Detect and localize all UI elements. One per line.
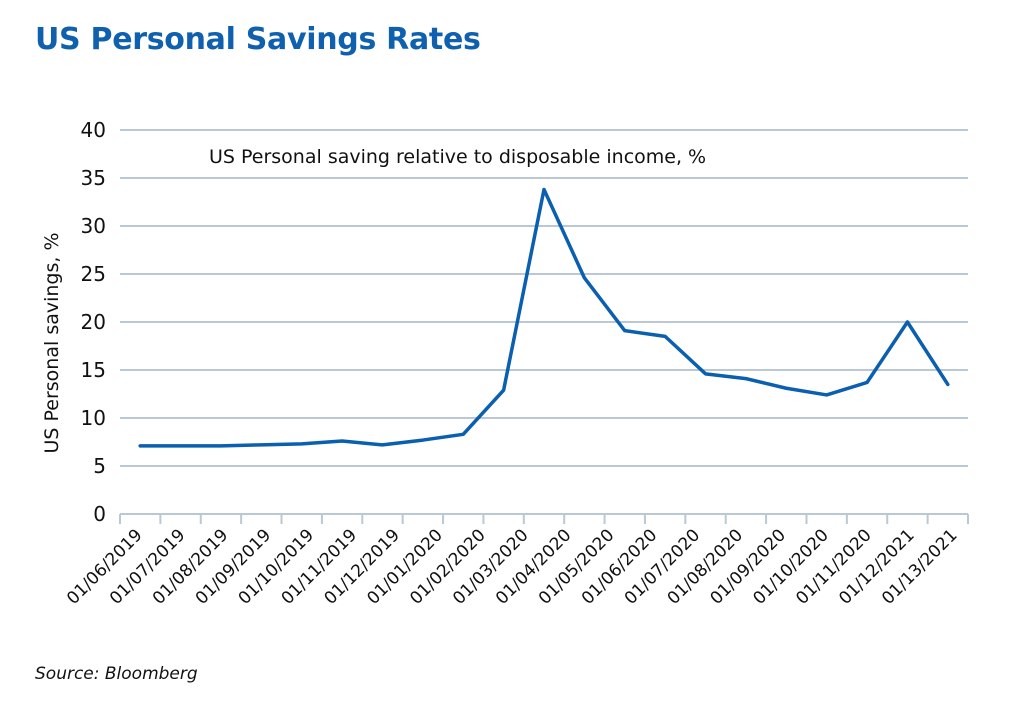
y-tick-label-25: 25 (81, 262, 106, 286)
y-tick-label-35: 35 (81, 166, 106, 190)
y-tick-label-30: 30 (81, 214, 106, 238)
source-note: Source: Bloomberg (35, 664, 198, 684)
y-tick-label-20: 20 (81, 310, 106, 334)
series-group (138, 187, 950, 448)
gridlines (120, 129, 968, 467)
y-tick-label-5: 5 (93, 454, 106, 478)
y-axis-title: US Personal savings, % (41, 232, 63, 453)
y-tick-label-40: 40 (81, 118, 106, 142)
x-axis-tick-labels: 01/06/201901/07/201901/08/201901/09/2019… (63, 525, 961, 608)
y-tick-label-15: 15 (81, 358, 106, 382)
series-line-0 (138, 187, 950, 448)
x-axis (119, 513, 969, 524)
y-tick-label-10: 10 (81, 406, 106, 430)
y-axis-ticks: 0 5 10 15 20 25 30 35 40 (81, 118, 106, 526)
page-title: US Personal Savings Rates (35, 22, 481, 57)
y-tick-label-0: 0 (93, 502, 106, 526)
chart-subtitle: US Personal saving relative to disposabl… (209, 146, 706, 168)
